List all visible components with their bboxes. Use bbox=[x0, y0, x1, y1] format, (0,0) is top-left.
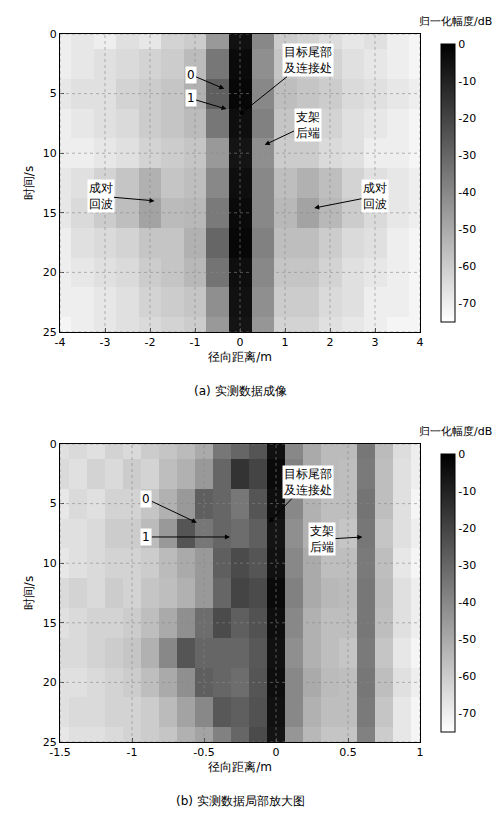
svg-text:0: 0 bbox=[237, 336, 244, 349]
svg-text:10: 10 bbox=[43, 147, 57, 160]
svg-text:-1: -1 bbox=[190, 336, 201, 349]
svg-text:-70: -70 bbox=[458, 297, 476, 310]
svg-text:(a) 实测数据成像: (a) 实测数据成像 bbox=[194, 384, 287, 398]
svg-text:0: 0 bbox=[458, 38, 465, 51]
svg-text:-50: -50 bbox=[458, 633, 476, 646]
svg-text:5: 5 bbox=[50, 497, 57, 510]
svg-text:2: 2 bbox=[327, 336, 334, 349]
svg-text:20: 20 bbox=[43, 266, 57, 279]
svg-text:成对回波: 成对回波 bbox=[363, 181, 387, 211]
svg-text:时间/s: 时间/s bbox=[22, 576, 36, 610]
svg-text:-4: -4 bbox=[55, 336, 66, 349]
svg-text:-10: -10 bbox=[458, 75, 476, 88]
svg-text:支架后端: 支架后端 bbox=[296, 110, 320, 140]
svg-text:3: 3 bbox=[372, 336, 379, 349]
svg-text:0: 0 bbox=[50, 28, 57, 41]
svg-text:-20: -20 bbox=[458, 112, 476, 125]
svg-text:15: 15 bbox=[43, 617, 57, 630]
svg-text:-30: -30 bbox=[458, 559, 476, 572]
svg-text:归一化幅度/dB: 归一化幅度/dB bbox=[419, 15, 492, 28]
svg-text:25: 25 bbox=[43, 326, 57, 339]
svg-text:目标尾部及连接处: 目标尾部及连接处 bbox=[284, 467, 332, 497]
svg-text:1: 1 bbox=[142, 530, 150, 544]
svg-text:-30: -30 bbox=[458, 149, 476, 162]
svg-text:5: 5 bbox=[50, 87, 57, 100]
svg-text:-20: -20 bbox=[458, 522, 476, 535]
svg-text:目标尾部及连接处: 目标尾部及连接处 bbox=[284, 45, 332, 75]
svg-text:径向距离/m: 径向距离/m bbox=[208, 760, 272, 774]
svg-text:1: 1 bbox=[282, 336, 289, 349]
svg-text:25: 25 bbox=[43, 736, 57, 749]
svg-text:0: 0 bbox=[50, 438, 57, 451]
svg-text:-40: -40 bbox=[458, 186, 476, 199]
svg-text:4: 4 bbox=[417, 336, 424, 349]
svg-text:1: 1 bbox=[187, 91, 195, 105]
svg-text:-0.5: -0.5 bbox=[193, 746, 214, 759]
svg-text:-60: -60 bbox=[458, 670, 476, 683]
svg-text:0: 0 bbox=[273, 746, 280, 759]
svg-text:时间/s: 时间/s bbox=[22, 166, 36, 200]
svg-text:-1.5: -1.5 bbox=[49, 746, 70, 759]
svg-text:径向距离/m: 径向距离/m bbox=[208, 350, 272, 364]
svg-text:-3: -3 bbox=[100, 336, 111, 349]
svg-text:-10: -10 bbox=[458, 485, 476, 498]
svg-text:-60: -60 bbox=[458, 260, 476, 273]
svg-text:0: 0 bbox=[142, 492, 150, 506]
svg-text:15: 15 bbox=[43, 207, 57, 220]
svg-text:0.5: 0.5 bbox=[339, 746, 357, 759]
svg-text:-70: -70 bbox=[458, 707, 476, 720]
svg-text:归一化幅度/dB: 归一化幅度/dB bbox=[419, 425, 492, 438]
svg-text:成对回波: 成对回波 bbox=[89, 181, 113, 211]
svg-text:20: 20 bbox=[43, 676, 57, 689]
svg-text:-40: -40 bbox=[458, 596, 476, 609]
svg-text:0: 0 bbox=[458, 448, 465, 461]
svg-text:-2: -2 bbox=[145, 336, 156, 349]
svg-text:(b) 实测数据局部放大图: (b) 实测数据局部放大图 bbox=[176, 794, 305, 808]
svg-text:0: 0 bbox=[187, 68, 195, 82]
svg-text:10: 10 bbox=[43, 557, 57, 570]
svg-text:1: 1 bbox=[417, 746, 424, 759]
svg-text:支架后端: 支架后端 bbox=[310, 524, 334, 554]
svg-text:-1: -1 bbox=[127, 746, 138, 759]
svg-text:-50: -50 bbox=[458, 223, 476, 236]
